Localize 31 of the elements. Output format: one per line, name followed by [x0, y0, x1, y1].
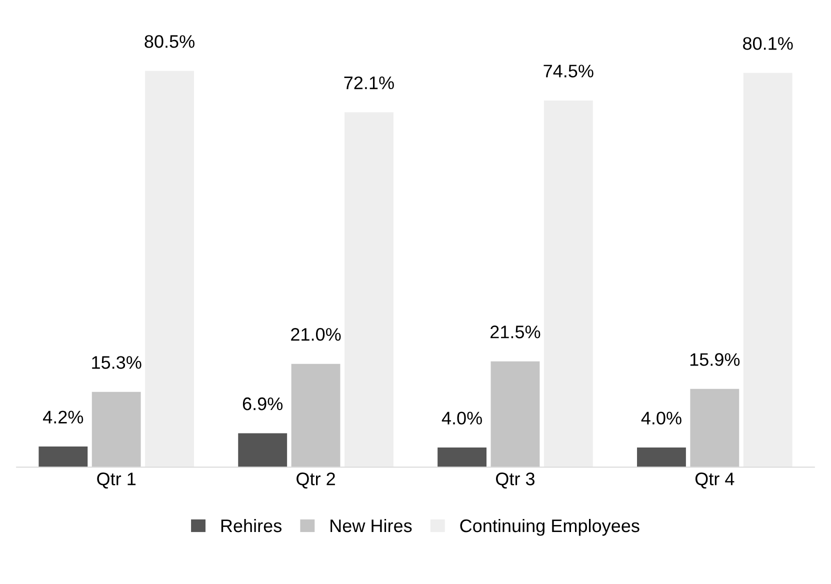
bar [544, 100, 593, 468]
x-tick-label: Qtr 1 [97, 472, 136, 489]
data-label: 15.3% [92, 356, 142, 369]
data-label: 72.1% [344, 76, 394, 90]
data-label: 4.2% [42, 410, 84, 424]
data-label: 15.9% [690, 353, 740, 366]
bar [637, 448, 686, 468]
data-label: 21.5% [490, 326, 540, 338]
bar [690, 388, 740, 468]
bar [291, 364, 340, 468]
bar [344, 112, 394, 468]
bar [38, 446, 88, 468]
legend-label: Continuing Employees [460, 518, 640, 536]
bar [238, 433, 288, 468]
data-label: 80.1% [743, 37, 793, 50]
legend-label: New Hires [330, 518, 412, 532]
bar [92, 392, 141, 468]
x-tick-label: Qtr 2 [296, 472, 335, 489]
x-tick-label: Qtr 3 [496, 472, 534, 489]
bar [490, 361, 540, 468]
data-label: 6.9% [242, 397, 283, 410]
data-label: 80.5% [144, 35, 194, 48]
data-label: 74.5% [544, 64, 594, 78]
data-label: 21.0% [291, 328, 341, 341]
data-label: 4.0% [641, 412, 682, 424]
data-label: 4.0% [442, 412, 482, 424]
x-tick-label: Qtr 4 [695, 472, 734, 489]
legend-label: Rehires [221, 518, 282, 532]
bar [438, 448, 486, 468]
bar [743, 72, 792, 468]
bar [145, 70, 194, 468]
